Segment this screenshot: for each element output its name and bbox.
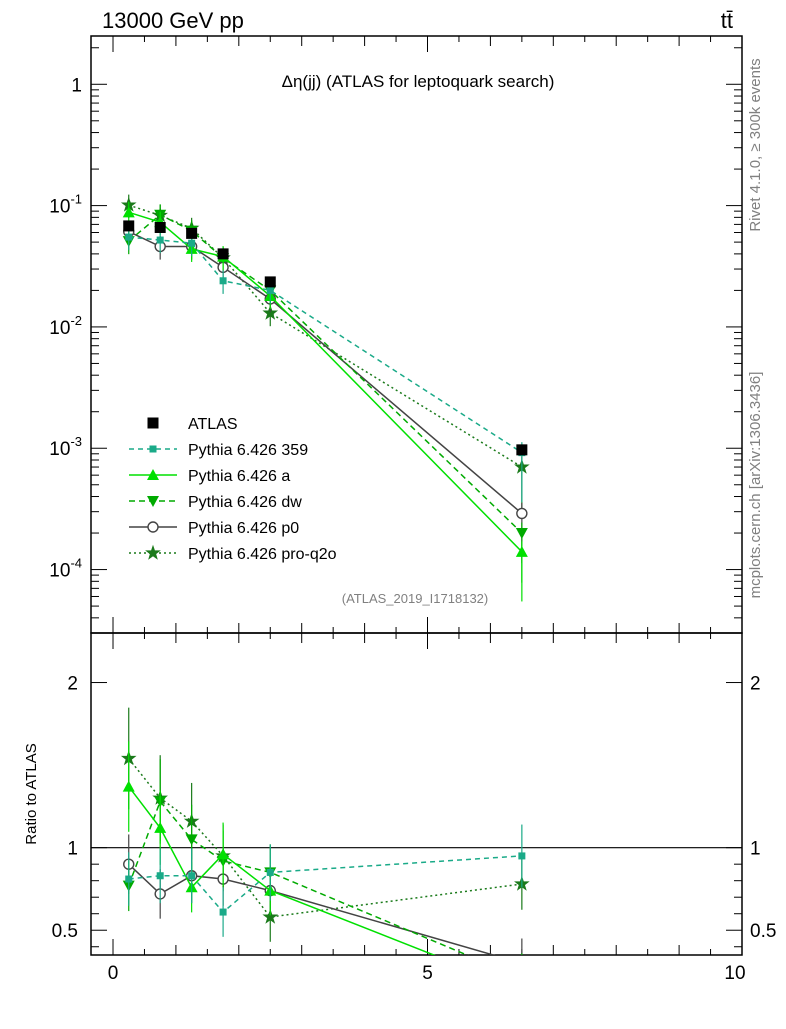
- ratio-point: [185, 834, 198, 846]
- legend-entry: Pythia 6.426 p0: [129, 520, 299, 537]
- legend-entry: Pythia 6.426 a: [129, 468, 290, 485]
- ratio-point: [156, 872, 164, 880]
- legend-label: Pythia 6.426 dw: [188, 494, 302, 511]
- series-data: [123, 220, 528, 456]
- ratio-y-tick-label-right: 2: [750, 674, 761, 695]
- ratio-y-tick-label-right: 1: [750, 839, 761, 860]
- ratio-point: [217, 848, 230, 860]
- data-point: [266, 286, 274, 294]
- legend-entry: Pythia 6.426 359: [129, 442, 308, 459]
- legend-entry: Pythia 6.426 dw: [129, 494, 302, 511]
- legend-label: Pythia 6.426 pro-q2o: [188, 546, 337, 563]
- ratio-point: [188, 872, 196, 880]
- data-point: [219, 277, 227, 285]
- ratio-series-line: [128, 786, 436, 955]
- data-point: [262, 304, 279, 320]
- ratio-y-tick-label-right: 0.5: [750, 921, 776, 942]
- series-p359: [125, 226, 526, 503]
- main-ticks: 1 10-1 10-2 10-3 10-4: [49, 36, 743, 634]
- ratio-point: [516, 984, 528, 995]
- legend-label: Pythia 6.426 a: [188, 468, 290, 485]
- legend: ATLAS Pythia 6.426 359 Pythia 6.426 a Pythi…: [129, 416, 337, 563]
- ratio-series-line: [128, 758, 522, 918]
- data-point: [516, 444, 528, 456]
- legend-marker: [147, 469, 159, 480]
- ratio-series-p359: [125, 824, 526, 937]
- main-frame: [90, 35, 743, 634]
- ratio-point: [122, 780, 135, 792]
- data-point: [154, 221, 166, 233]
- ratio-y-tick-label: 0.5: [52, 921, 78, 942]
- legend-marker: [145, 544, 161, 560]
- mcplots-label: mcplots.cern.ch [arXiv:1306.3436]: [747, 372, 764, 599]
- ratio-series-line: [128, 855, 522, 914]
- ratio-panel: 2 2 1 1 0.5 0.5 0 5 10 Ratio to ATLAS: [23, 632, 776, 995]
- main-series: [120, 194, 530, 602]
- main-panel: Δη(jj) (ATLAS for leptoquark search) (AT…: [49, 35, 743, 634]
- legend-marker: [147, 417, 159, 429]
- data-point: [156, 236, 164, 244]
- ratio-point: [219, 908, 227, 916]
- legend-entry: Pythia 6.426 pro-q2o: [129, 544, 337, 563]
- ratio-point: [516, 973, 528, 984]
- ratio-y-tick-label: 2: [67, 674, 78, 695]
- ratio-series-line: [127, 799, 469, 955]
- data-point: [125, 233, 133, 241]
- y-tick-label: 10-2: [49, 313, 82, 339]
- series-pa: [122, 201, 528, 602]
- data-point: [123, 220, 135, 232]
- ratio-point: [154, 821, 167, 833]
- data-point: [515, 545, 528, 557]
- ratio-y-tick-label: 1: [67, 839, 78, 860]
- data-point: [122, 206, 135, 218]
- y-tick-label: 1: [71, 75, 82, 96]
- ratio-series: [120, 707, 530, 995]
- legend-label: Pythia 6.426 359: [188, 442, 308, 459]
- ratio-point: [262, 908, 279, 924]
- series-pp0: [123, 221, 528, 564]
- legend-marker: [147, 496, 159, 507]
- analysis-reference: (ATLAS_2019_I1718132): [342, 591, 488, 606]
- ratio-ticks: 2 2 1 1 0.5 0.5 0 5 10: [52, 633, 776, 984]
- x-tick-label: 5: [422, 963, 433, 984]
- series-pdw: [122, 204, 528, 583]
- ratio-ylabel: Ratio to ATLAS: [23, 743, 40, 844]
- legend-marker: [149, 445, 157, 453]
- series-line: [128, 230, 523, 515]
- legend-label: ATLAS: [188, 416, 238, 433]
- data-point: [188, 239, 196, 247]
- ratio-point: [518, 852, 526, 860]
- data-point: [515, 528, 528, 540]
- legend-marker: [147, 521, 159, 533]
- data-point: [516, 507, 528, 520]
- legend-entry: ATLAS: [147, 416, 238, 433]
- main-title: Δη(jj) (ATLAS for leptoquark search): [282, 72, 555, 91]
- ratio-clipped-series: [120, 707, 530, 995]
- series-line: [128, 236, 523, 454]
- y-tick-label: 10-1: [49, 192, 82, 218]
- x-tick-label: 0: [108, 963, 119, 984]
- y-tick-label: 10-4: [49, 556, 82, 582]
- ratio-series-pa: [122, 741, 528, 995]
- ratio-series-pp0: [123, 834, 527, 968]
- ratio-point: [266, 868, 274, 876]
- data-point: [217, 248, 229, 260]
- ratio-series-line: [128, 863, 496, 955]
- legend-label: Pythia 6.426 p0: [188, 520, 299, 537]
- y-tick-label: 10-3: [49, 434, 82, 460]
- ratio-point: [125, 875, 133, 883]
- energy-label: 13000 GeV pp: [102, 8, 244, 33]
- series-line: [128, 211, 523, 553]
- ratio-point: [517, 958, 527, 968]
- series-line: [128, 213, 523, 534]
- rivet-version-label: Rivet 4.1.0, ≥ 300k events: [747, 58, 764, 231]
- x-tick-label: 10: [724, 963, 745, 984]
- data-point: [186, 227, 198, 239]
- data-point: [264, 276, 276, 288]
- ratio-frame: [90, 632, 743, 956]
- process-label: tt̄: [721, 8, 733, 33]
